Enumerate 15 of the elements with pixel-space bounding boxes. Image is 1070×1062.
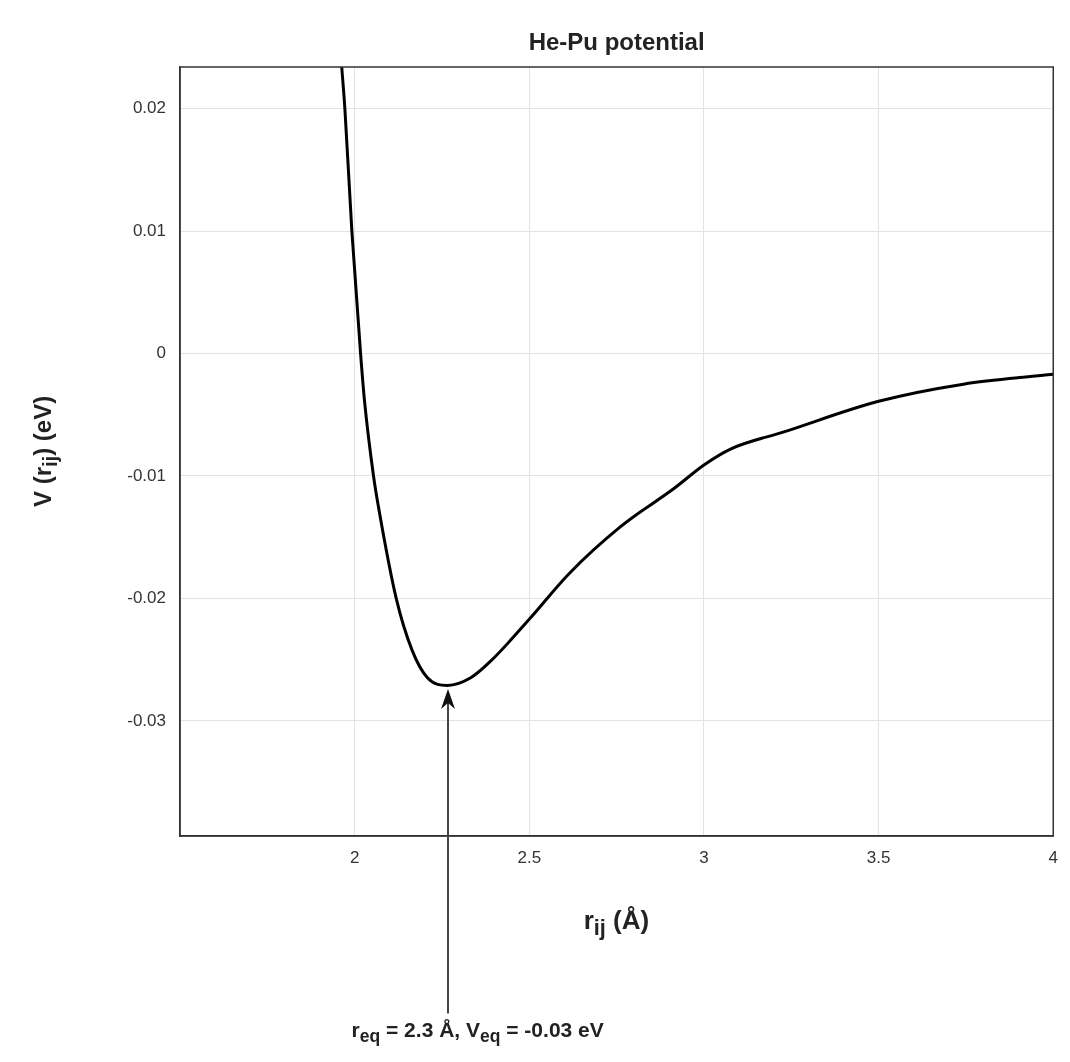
y-tick-label: -0.01 bbox=[127, 465, 166, 485]
x-tick-label: 2 bbox=[349, 847, 360, 867]
y-tick-label: 0 bbox=[156, 343, 166, 363]
y-tick-label: -0.03 bbox=[127, 710, 166, 730]
x-tick-label: 4 bbox=[1048, 847, 1059, 867]
y-tick-label: -0.02 bbox=[127, 588, 166, 608]
chart-title: He-Pu potential bbox=[528, 28, 705, 56]
line-series bbox=[340, 67, 1054, 687]
x-tick-label: 2.5 bbox=[517, 847, 542, 867]
x-tick-label: 3 bbox=[699, 847, 709, 867]
x-tick-label: 3.5 bbox=[866, 847, 891, 867]
text: r$_{eq}$ = 2.3 Å, V$_{eq}$ = -0.03 eV bbox=[351, 1018, 604, 1048]
y-tick-label: 0.02 bbox=[132, 98, 166, 118]
x-axis-title: r$_{ij}$ (Å) bbox=[583, 905, 650, 942]
y-tick-label: 0.01 bbox=[132, 220, 166, 240]
